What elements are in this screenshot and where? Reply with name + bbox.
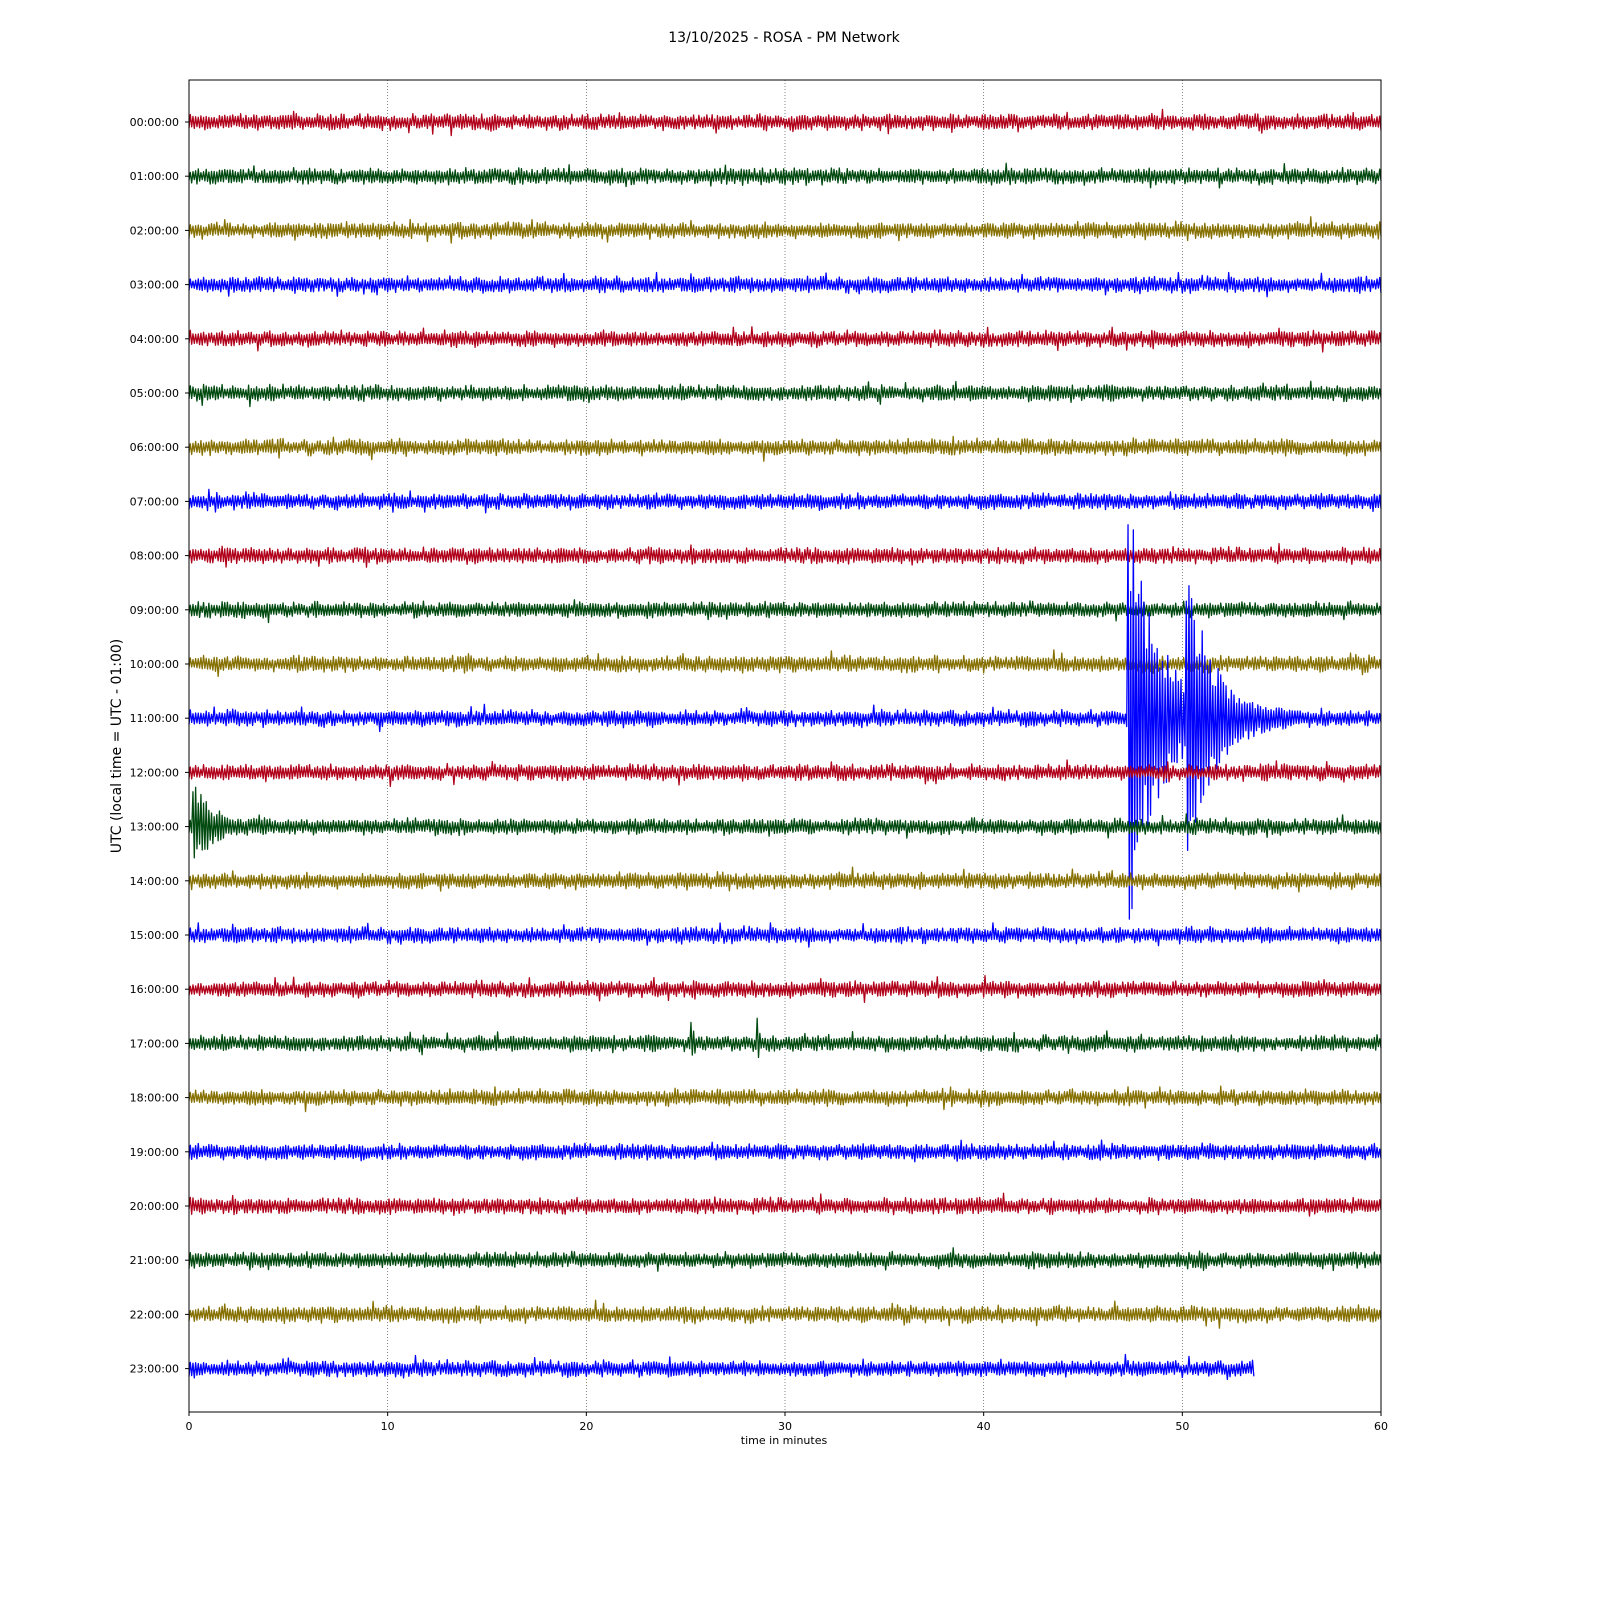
- y-tick-label: 14:00:00: [130, 875, 179, 888]
- trace-line: [188, 1085, 1382, 1113]
- y-tick-label: 11:00:00: [130, 712, 179, 725]
- trace-line: [188, 108, 1382, 137]
- trace-line: [188, 922, 1382, 948]
- trace-line: [188, 1353, 1255, 1381]
- y-tick-label: 00:00:00: [130, 116, 179, 129]
- y-tick-label: 01:00:00: [130, 170, 179, 183]
- y-tick-label: 02:00:00: [130, 224, 179, 237]
- trace-line: [188, 866, 1382, 893]
- y-tick-label: 21:00:00: [130, 1254, 179, 1267]
- y-tick-label: 12:00:00: [130, 766, 179, 779]
- trace-line: [188, 488, 1382, 514]
- trace-line: [188, 1247, 1382, 1272]
- trace-line: [188, 271, 1382, 298]
- y-tick-label: 13:00:00: [130, 821, 179, 834]
- trace-line: [188, 759, 1382, 788]
- trace-line: [188, 649, 1382, 678]
- trace-line: [188, 1017, 1382, 1059]
- y-tick-label: 23:00:00: [130, 1363, 179, 1376]
- grid-lines: [387, 80, 1183, 1412]
- x-tick-label: 20: [579, 1420, 593, 1433]
- trace-line: [188, 216, 1382, 244]
- y-tick-label: 19:00:00: [130, 1146, 179, 1159]
- trace-line: [188, 599, 1382, 624]
- y-tick-label: 07:00:00: [130, 495, 179, 508]
- trace-line: [188, 1139, 1382, 1163]
- y-tick-label: 18:00:00: [130, 1092, 179, 1105]
- y-tick-label: 22:00:00: [130, 1308, 179, 1321]
- trace-line: [188, 162, 1382, 189]
- x-axis-label: time in minutes: [741, 1434, 828, 1447]
- x-tick-label: 60: [1374, 1420, 1388, 1433]
- y-axis-ticks: 00:00:00 01:00:00 02:00:00 03:00:00 04:00:00…: [130, 116, 189, 1376]
- trace-line: [188, 380, 1382, 408]
- y-tick-label: 20:00:00: [130, 1200, 179, 1213]
- y-tick-label: 09:00:00: [130, 604, 179, 617]
- x-tick-label: 30: [778, 1420, 792, 1433]
- y-tick-label: 08:00:00: [130, 550, 179, 563]
- y-axis-label: UTC (local time = UTC - 01:00): [109, 639, 125, 854]
- trace-line: [188, 1299, 1382, 1329]
- x-tick-label: 50: [1175, 1420, 1189, 1433]
- chart-title: 13/10/2025 - ROSA - PM Network: [668, 30, 900, 46]
- trace-line: [188, 543, 1382, 568]
- x-axis-ticks: 0 10 20 30 40 50 60: [186, 1412, 1388, 1433]
- trace-line: [188, 326, 1382, 353]
- x-tick-label: 10: [381, 1420, 395, 1433]
- seismic-traces: [188, 108, 1382, 1381]
- y-tick-label: 16:00:00: [130, 983, 179, 996]
- trace-line: [188, 1192, 1382, 1217]
- y-tick-label: 17:00:00: [130, 1037, 179, 1050]
- y-tick-label: 06:00:00: [130, 441, 179, 454]
- trace-line: [188, 524, 1382, 920]
- x-tick-label: 0: [186, 1420, 193, 1433]
- y-tick-label: 10:00:00: [130, 658, 179, 671]
- y-tick-label: 04:00:00: [130, 333, 179, 346]
- y-tick-label: 03:00:00: [130, 279, 179, 292]
- x-tick-label: 40: [977, 1420, 991, 1433]
- trace-line: [188, 435, 1382, 462]
- trace-line: [188, 974, 1382, 1003]
- y-tick-label: 05:00:00: [130, 387, 179, 400]
- y-tick-label: 15:00:00: [130, 929, 179, 942]
- trace-line: [188, 786, 1382, 859]
